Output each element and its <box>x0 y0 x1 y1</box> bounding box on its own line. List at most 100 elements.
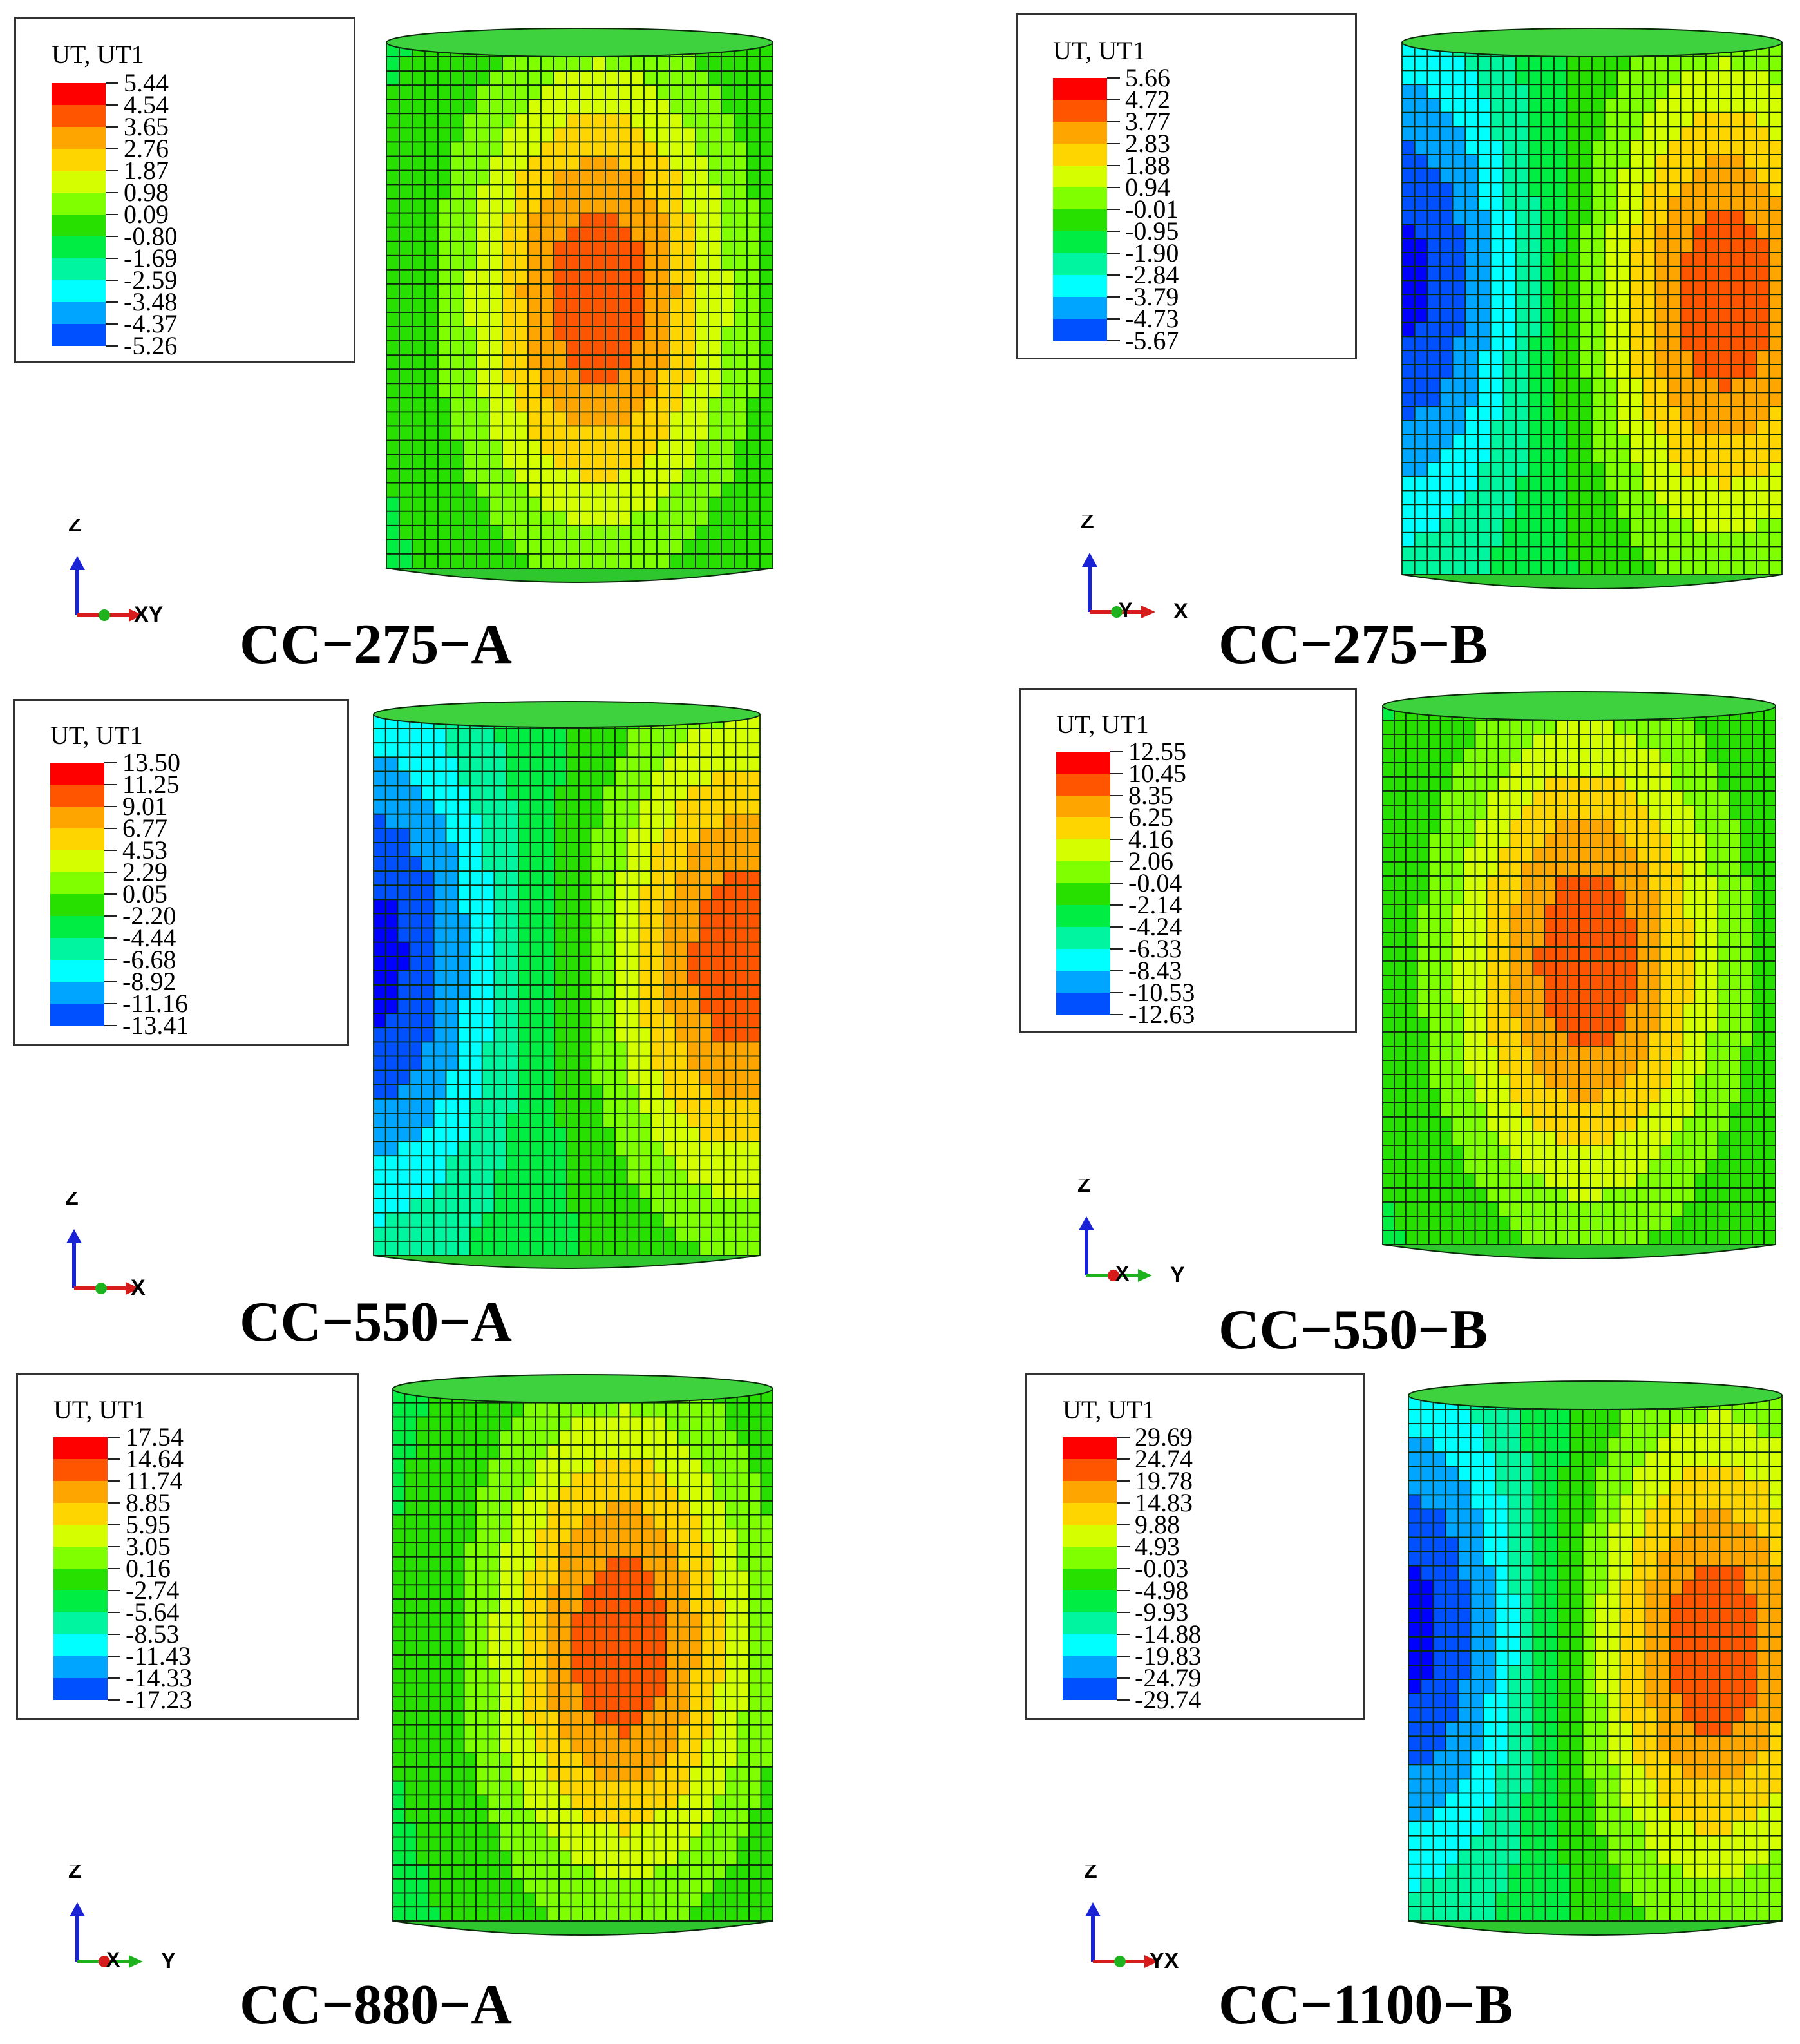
figure-caption: CC−275−B <box>1218 613 1488 676</box>
legend-value: 13.50 <box>122 748 180 777</box>
legend-tick <box>104 937 117 939</box>
legend-value: 2.76 <box>124 134 169 163</box>
legend-value: -9.93 <box>1135 1598 1189 1627</box>
legend-value: 3.05 <box>126 1532 171 1561</box>
figure-caption: CC−1100−B <box>1218 1974 1513 2036</box>
legend-value: -5.64 <box>126 1598 180 1627</box>
horizontal-axis-arrowhead <box>129 609 143 622</box>
legend-swatch <box>1063 1437 1117 1459</box>
legend-tick <box>1107 209 1120 210</box>
legend-swatch <box>53 1481 108 1503</box>
legend-tick <box>108 1458 120 1460</box>
legend-title: UT, UT1 <box>1063 1395 1155 1424</box>
legend-swatch <box>53 1459 108 1481</box>
legend-title: UT, UT1 <box>52 40 144 69</box>
legend-tick <box>1107 99 1120 100</box>
legend-swatch <box>1063 1459 1117 1481</box>
legend-swatch <box>53 1678 108 1700</box>
legend-value: 17.54 <box>126 1422 184 1451</box>
legend-value: 6.77 <box>122 814 167 843</box>
legend-value: 5.66 <box>1125 63 1170 92</box>
legend-tick <box>1107 253 1120 254</box>
legend-swatch <box>53 1437 108 1459</box>
legend-title: UT, UT1 <box>1053 36 1146 65</box>
legend-value: -3.48 <box>124 287 178 316</box>
depth-axis-marker <box>99 1956 110 1967</box>
z-axis-arrowhead <box>70 556 85 570</box>
legend-swatch <box>53 1525 108 1547</box>
legend-tick <box>104 806 117 807</box>
cylinder-mesh <box>386 28 773 583</box>
legend-swatch <box>53 1656 108 1678</box>
horizontal-axis-arrowhead <box>1138 1269 1152 1282</box>
legend-tick <box>106 236 118 237</box>
legend-tick <box>108 1699 120 1701</box>
legend-value: 2.29 <box>122 857 167 886</box>
legend-swatch <box>52 149 106 171</box>
legend-tick <box>1110 904 1123 906</box>
legend-swatch <box>1053 78 1107 100</box>
legend-tick <box>104 1025 117 1026</box>
legend-value: 1.88 <box>1125 151 1170 180</box>
legend-tick <box>108 1480 120 1482</box>
horizontal-axis-label: X <box>1173 599 1188 618</box>
legend-tick <box>1107 143 1120 144</box>
legend-tick <box>108 1612 120 1613</box>
legend-value: -13.41 <box>122 1011 189 1040</box>
legend-tick <box>1117 1634 1130 1635</box>
legend-swatch <box>1056 905 1110 927</box>
legend-swatch <box>50 850 104 872</box>
legend-tick <box>1117 1502 1130 1504</box>
legend-tick <box>1117 1437 1130 1438</box>
legend-box: UT, UT1 29.69 24.74 19.78 14.83 9.88 4.93 -0.0… <box>1025 1373 1365 1720</box>
legend-value: 10.45 <box>1128 759 1186 788</box>
panel-cc-550-a: UT, UT1 13.50 11.25 9.01 6.77 4.53 2.29 0.05 -2… <box>0 683 900 1359</box>
legend-value: 4.72 <box>1125 85 1170 114</box>
legend-value: 14.83 <box>1135 1488 1193 1517</box>
legend-box: UT, UT1 5.66 4.72 3.77 2.83 1.88 0.94 -0.01 -0.… <box>1016 13 1357 359</box>
legend-tick <box>108 1590 120 1591</box>
legend-tick <box>1117 1699 1130 1701</box>
legend-swatch <box>1063 1678 1117 1700</box>
legend-tick <box>1117 1590 1130 1591</box>
legend-value: 0.05 <box>122 879 167 908</box>
legend-tick <box>108 1524 120 1525</box>
legend-tick <box>106 192 118 193</box>
legend-value: -1.90 <box>1125 238 1179 267</box>
legend-tick <box>104 872 117 873</box>
legend-swatch <box>1063 1590 1117 1612</box>
legend-swatch <box>50 938 104 960</box>
legend-tick <box>106 170 118 171</box>
legend-value: 4.16 <box>1128 825 1173 854</box>
cylinder-mesh <box>1408 1380 1783 1936</box>
legend-value: -0.04 <box>1128 868 1182 897</box>
horizontal-axis-arrowhead <box>1144 1955 1159 1968</box>
panel-cc-275-b: UT, UT1 5.66 4.72 3.77 2.83 1.88 0.94 -0.01 -0.… <box>900 0 1800 683</box>
legend-swatch <box>1053 144 1107 166</box>
legend-swatch <box>50 982 104 1004</box>
legend-value: 0.09 <box>124 200 169 229</box>
legend-value: 11.25 <box>122 770 180 799</box>
z-axis-label: Z <box>1081 515 1094 533</box>
legend-value: -4.73 <box>1125 304 1179 333</box>
legend-swatch <box>1063 1503 1117 1525</box>
legend-swatch <box>1063 1634 1117 1656</box>
legend-swatch <box>52 324 106 346</box>
legend-tick <box>1117 1524 1130 1525</box>
figure-caption: CC−550−A <box>240 1291 512 1353</box>
legend-swatch <box>1056 817 1110 839</box>
legend-swatch <box>1056 993 1110 1015</box>
z-axis-label: Z <box>68 519 82 537</box>
legend-value: 4.53 <box>122 836 167 864</box>
legend-tick <box>1107 77 1120 79</box>
legend-value: -0.01 <box>1125 195 1179 224</box>
figure-caption: CC−550−B <box>1218 1299 1488 1361</box>
axis-triad: Z Y X <box>1081 515 1188 618</box>
legend-box: UT, UT1 17.54 14.64 11.74 8.85 5.95 3.05 0.16-… <box>16 1373 359 1720</box>
legend-swatch <box>1053 187 1107 209</box>
legend-tick <box>108 1568 120 1569</box>
legend-swatch <box>52 105 106 127</box>
legend-value: 19.78 <box>1135 1466 1193 1495</box>
legend-value: -12.63 <box>1128 1000 1195 1029</box>
legend-swatch <box>52 280 106 302</box>
